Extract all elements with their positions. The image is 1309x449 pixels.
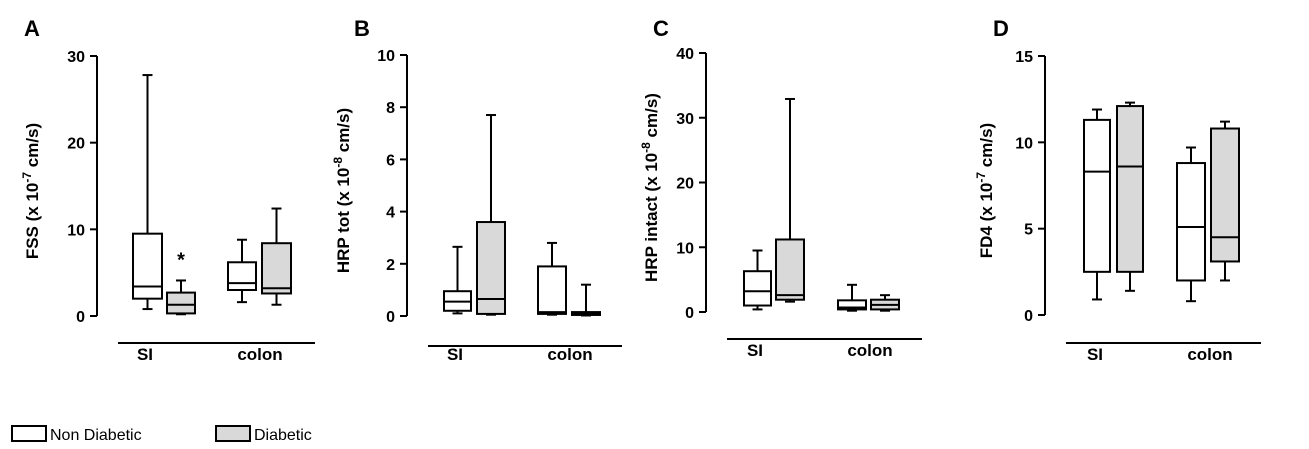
box-diabetic-si	[775, 97, 805, 303]
box-diabetic-si	[476, 114, 506, 316]
y-axis-label-main: HRP tot (x 10	[334, 168, 353, 274]
box-diabetic-colon	[261, 207, 292, 306]
category-label: SI	[137, 345, 153, 364]
legend-swatch	[215, 425, 251, 442]
y-axis-label-main: FD4 (x 10	[977, 183, 996, 259]
y-tick-label: 0	[386, 309, 395, 326]
y-axis-label-unit: cm/s)	[334, 108, 353, 157]
y-tick-label: 5	[1024, 222, 1033, 239]
y-axis-label-unit: cm/s)	[977, 123, 996, 172]
box-diabetic-si	[1116, 101, 1144, 292]
y-tick-label: 0	[76, 309, 85, 326]
box-iqr	[1083, 118, 1111, 273]
box-iqr	[775, 238, 805, 301]
category-label: SI	[1087, 345, 1103, 364]
y-axis-label-exponent: -7	[974, 172, 988, 183]
y-tick-label: 40	[676, 46, 694, 63]
box-iqr	[132, 232, 163, 300]
box-iqr	[476, 221, 506, 315]
box-nondiabetic-si	[743, 249, 772, 311]
box-iqr	[227, 261, 257, 291]
y-tick-label: 30	[676, 111, 694, 128]
category-label: SI	[447, 345, 463, 364]
panel-letter: D	[993, 16, 1009, 41]
y-axis-label-main: HRP intact (x 10	[642, 153, 661, 282]
category-label: colon	[1187, 345, 1232, 364]
box-iqr	[1210, 127, 1240, 263]
panel-b: B 0 2 4 6 8 10 HRP tot (x 10-8 cm/s) SI colon	[331, 16, 622, 364]
y-axis-label-unit: cm/s)	[642, 93, 661, 142]
box-nondiabetic-colon	[227, 238, 257, 304]
panel-d: D 0 5 10 15 FD4 (x 10-7 cm/s) SI colon	[974, 16, 1261, 364]
y-axis-label-main: FSS (x 10	[23, 183, 42, 260]
y-tick-label: 0	[685, 305, 694, 322]
y-tick-label: 30	[67, 49, 85, 66]
box-iqr	[1176, 162, 1206, 282]
box-nondiabetic-colon	[1176, 146, 1206, 303]
y-tick-label: 20	[67, 136, 85, 153]
box-iqr	[743, 270, 772, 307]
panel-letter: C	[653, 16, 669, 41]
y-axis-label: FD4 (x 10-7 cm/s)	[974, 123, 996, 258]
category-label: colon	[547, 345, 592, 364]
y-tick-label: 0	[1024, 308, 1033, 325]
y-axis-label-exponent: -8	[331, 157, 345, 168]
y-tick-label: 10	[1015, 135, 1033, 152]
y-tick-label: 10	[676, 240, 694, 257]
box-iqr	[1116, 105, 1144, 273]
legend-label: Non Diabetic	[50, 427, 142, 444]
box-diabetic-si	[166, 279, 196, 316]
legend-label: Diabetic	[254, 427, 312, 444]
panel-letter: A	[24, 16, 40, 41]
category-label: colon	[237, 345, 282, 364]
y-axis-label: FSS (x 10-7 cm/s)	[20, 123, 42, 259]
box-nondiabetic-si	[443, 245, 472, 315]
box-iqr	[537, 265, 567, 315]
panel-letter: B	[354, 16, 370, 41]
box-nondiabetic-si	[132, 74, 163, 311]
legend: Non Diabetic Diabetic	[11, 425, 312, 444]
y-tick-label: 10	[67, 222, 85, 239]
y-tick-label: 15	[1015, 49, 1033, 66]
y-axis-label: HRP intact (x 10-8 cm/s)	[639, 93, 661, 282]
box-nondiabetic-colon	[837, 283, 867, 312]
panel-c: C 0 10 20 30 40 HRP intact (x 10-8 cm/s) SI colo…	[639, 16, 922, 360]
y-tick-label: 4	[386, 205, 395, 222]
box-iqr	[837, 299, 867, 311]
y-tick-label: 8	[386, 100, 395, 117]
box-diabetic-colon	[571, 283, 601, 317]
category-label: SI	[747, 341, 763, 360]
y-axis-label-unit: cm/s)	[23, 123, 42, 172]
box-diabetic-colon	[870, 294, 900, 312]
y-axis-label-exponent: -8	[639, 142, 653, 153]
legend-swatch	[11, 425, 47, 442]
box-nondiabetic-colon	[537, 241, 567, 316]
category-label: colon	[847, 341, 892, 360]
box-diabetic-colon	[1210, 120, 1240, 282]
y-tick-label: 6	[386, 152, 395, 169]
box-nondiabetic-si	[1083, 108, 1111, 301]
y-tick-label: 2	[386, 257, 395, 274]
legend-item-nondiabetic: Non Diabetic	[11, 425, 142, 444]
box-iqr	[166, 291, 196, 315]
y-tick-label: 10	[377, 48, 395, 65]
y-axis-label: HRP tot (x 10-8 cm/s)	[331, 108, 353, 273]
box-iqr	[261, 242, 292, 295]
significance-asterisk: *	[177, 249, 185, 271]
panel-a: A 0 10 20 30 FSS (x 10-7 cm/s) SI colon *	[20, 16, 315, 364]
y-axis-label-exponent: -7	[20, 172, 34, 183]
legend-item-diabetic: Diabetic	[215, 425, 312, 444]
y-tick-label: 20	[676, 176, 694, 193]
